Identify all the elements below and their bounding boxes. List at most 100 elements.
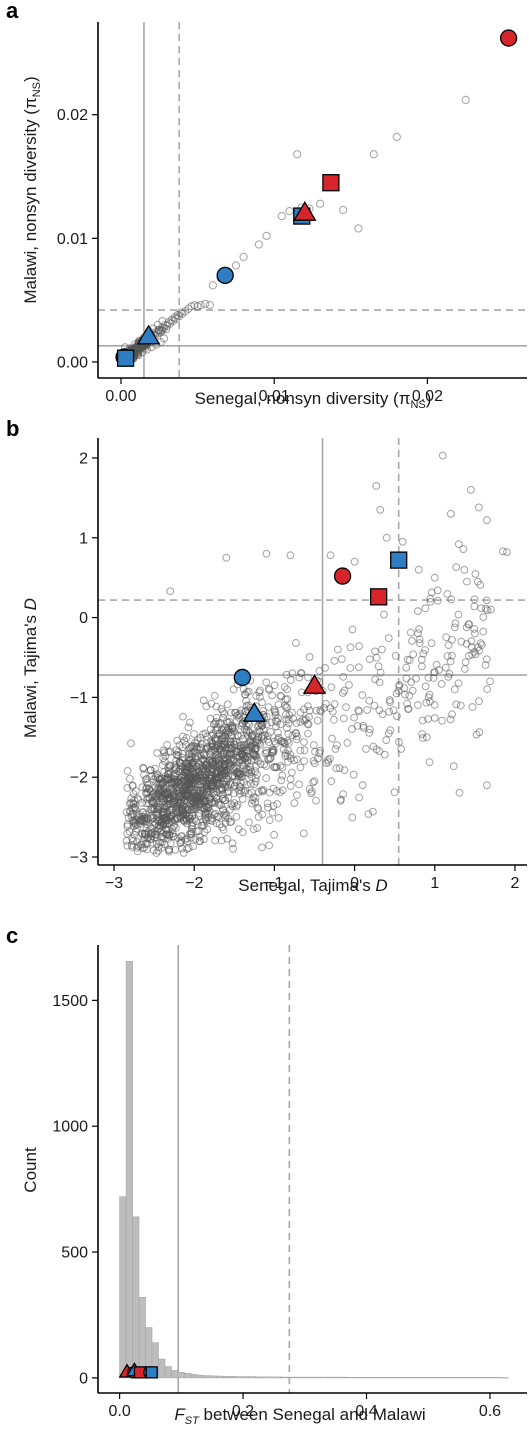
panel-b-point — [196, 789, 205, 798]
panel-b-point — [413, 701, 422, 709]
panel-b-point — [283, 685, 292, 694]
panel-b-y-tick-label: −3 — [70, 850, 88, 867]
panel-b-point — [182, 781, 191, 790]
panel-b-point — [226, 748, 235, 756]
panel-b-point — [305, 785, 314, 793]
panel-b-point — [252, 762, 260, 771]
panel-b-x-tick-label: −3 — [105, 875, 123, 892]
panel-b-point — [179, 816, 188, 825]
panel-c-reference-lines — [177, 945, 291, 1393]
panel-b-point — [214, 812, 223, 821]
panel-b-point — [358, 691, 367, 699]
panel-b-point — [146, 805, 155, 814]
panel-b-point — [215, 820, 224, 829]
panel-b-point — [282, 670, 291, 679]
panel-b-point — [209, 785, 218, 793]
panel-b-point — [252, 691, 261, 700]
panel-b-point — [161, 830, 170, 839]
panel-b-point — [128, 782, 137, 790]
panel-b-point — [475, 728, 484, 737]
panel-b-point — [421, 682, 430, 691]
panel-b-point — [224, 793, 233, 802]
panel-c-y-tick-label: 1500 — [52, 993, 88, 1010]
panel-c-histogram-bar — [132, 1216, 140, 1379]
panel-b-point — [437, 679, 446, 688]
panel-c-histogram-bar — [339, 1376, 347, 1379]
panel-b-point — [236, 778, 245, 787]
panel-b-point — [195, 832, 204, 841]
panel-b-point — [281, 695, 290, 704]
panel-b-point — [296, 746, 305, 755]
panel-b-point — [479, 627, 488, 636]
panel-b-point — [153, 749, 162, 757]
panel-b-point — [196, 743, 205, 752]
panel-b-point — [188, 825, 196, 833]
panel-b-point — [332, 764, 341, 773]
panel-b-point — [305, 706, 314, 715]
panel-b-point — [402, 674, 411, 683]
panel-b-point — [262, 762, 271, 771]
panel-b-x-tick-label: −2 — [185, 875, 203, 892]
panel-a-point — [205, 300, 214, 310]
panel-b-point — [470, 625, 479, 633]
panel-a-point — [142, 345, 152, 354]
panel-c-y-tick-label: 0 — [79, 1370, 88, 1387]
panel-a-y-tick-label: 0.00 — [57, 354, 88, 371]
panel-b-point — [444, 672, 453, 681]
panel-b-point — [446, 509, 455, 518]
panel-b-point — [433, 586, 442, 595]
panel-b-point — [154, 846, 163, 855]
panel-b-point — [189, 794, 198, 802]
panel-b-point — [348, 725, 356, 733]
panel-b-point — [284, 729, 293, 738]
panel-c-histogram-bar — [495, 1377, 503, 1379]
panel-b-point — [244, 766, 253, 775]
panel-b-point — [427, 639, 436, 648]
panel-b-point — [365, 696, 374, 705]
panel-b-point — [421, 646, 430, 654]
panel-c-y-tick-label: 500 — [61, 1245, 88, 1262]
panel-b-point — [376, 505, 385, 514]
panel-b-point — [338, 689, 347, 697]
panel-b-point — [452, 700, 461, 709]
panel-b-point — [203, 776, 212, 784]
panel-b-point — [438, 716, 446, 725]
panel-b-point — [194, 759, 203, 768]
panel-b-point — [386, 698, 394, 706]
panel-a-highlight-square — [116, 349, 135, 367]
panel-b-point — [483, 685, 492, 694]
panel-a-highlight-circle — [216, 266, 234, 285]
panel-b-point — [142, 799, 151, 808]
panel-b-point — [236, 709, 244, 718]
panel-b-point — [146, 766, 155, 774]
panel-a-highlight-triangle — [136, 324, 161, 345]
panel-b-point — [227, 744, 236, 753]
panel-b-point — [192, 817, 200, 825]
panel-c-histogram-bar — [430, 1377, 438, 1379]
panel-c-histogram-bar — [223, 1376, 231, 1379]
panel-b-point — [280, 683, 289, 691]
panel-b-point — [326, 551, 335, 560]
panel-c-x-tick-label: 0.0 — [108, 1403, 130, 1420]
panel-b-point — [430, 668, 439, 677]
panel-b-point — [263, 799, 272, 808]
panel-b-point — [276, 761, 285, 770]
panel-b-point — [395, 738, 403, 746]
panel-b-point — [363, 706, 372, 714]
panel-b-point — [223, 783, 232, 792]
panel-b-point — [419, 649, 428, 658]
panel-c-histogram-bar — [171, 1370, 179, 1379]
panel-b-point — [429, 674, 438, 682]
panel-b-point — [300, 757, 309, 766]
panel-c-histogram-bar — [287, 1376, 295, 1379]
panel-b-point — [187, 742, 196, 751]
panel-b-point — [208, 771, 217, 780]
panel-b-point — [446, 657, 455, 666]
panel-a-point — [461, 95, 470, 104]
panel-b-point — [359, 721, 368, 730]
panel-b-point — [339, 714, 348, 723]
panel-b-point — [201, 777, 210, 786]
panel-b-point — [239, 777, 248, 786]
panel-b-point — [200, 751, 208, 760]
panel-c-histogram-bar — [164, 1366, 172, 1379]
